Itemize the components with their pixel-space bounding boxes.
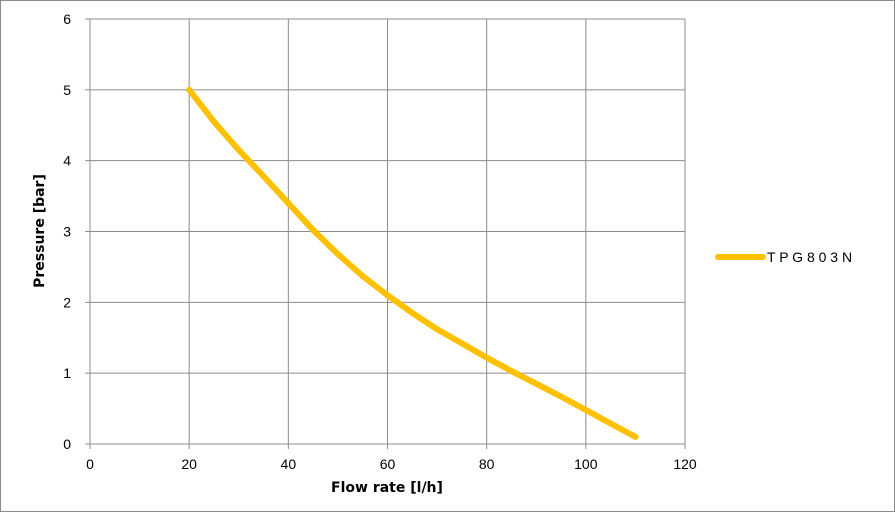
x-tick-label: 40: [281, 456, 297, 472]
data-point: [285, 200, 292, 207]
x-tick-labels: 0 20 40 60 80 100 120: [86, 456, 697, 472]
data-point: [334, 251, 341, 258]
grid-lines: [85, 18, 686, 449]
y-tick-label: 6: [63, 11, 71, 27]
y-tick-label: 1: [63, 365, 71, 381]
y-tick-labels: 0 1 2 3 4 5 6: [63, 11, 71, 452]
data-point: [582, 407, 589, 413]
data-point: [483, 354, 490, 361]
data-point: [235, 147, 242, 154]
series-line: [186, 86, 639, 440]
x-tick-label: 20: [181, 456, 197, 472]
y-tick-label: 3: [63, 224, 71, 240]
data-point: [359, 273, 366, 280]
x-tick-label: 100: [574, 456, 598, 472]
y-tick-label: 5: [63, 82, 71, 98]
legend-label: T P G 8 0 3 N: [767, 249, 852, 265]
y-tick-label: 4: [63, 153, 71, 169]
data-point: [458, 340, 465, 347]
data-point: [310, 227, 317, 234]
y-tick-label: 0: [63, 436, 71, 452]
data-point: [558, 393, 565, 400]
data-point: [607, 420, 614, 427]
data-point: [260, 173, 267, 180]
series-layer: [186, 86, 639, 440]
data-point: [210, 118, 217, 125]
data-point: [186, 86, 193, 93]
data-point: [508, 368, 515, 375]
x-tick-label: 120: [673, 456, 697, 472]
data-point: [409, 309, 416, 316]
x-tick-label: 60: [380, 456, 396, 472]
x-tick-label: 0: [86, 456, 94, 472]
data-point: [533, 380, 540, 387]
data-point: [434, 326, 441, 333]
y-tick-label: 2: [63, 294, 71, 310]
legend: T P G 8 0 3 N: [715, 249, 852, 265]
x-axis-title: Flow rate [l/h]: [331, 480, 443, 496]
data-point: [384, 292, 391, 299]
y-axis-title: Pressure [bar]: [32, 174, 48, 288]
data-point: [632, 433, 639, 440]
x-tick-label: 80: [479, 456, 495, 472]
